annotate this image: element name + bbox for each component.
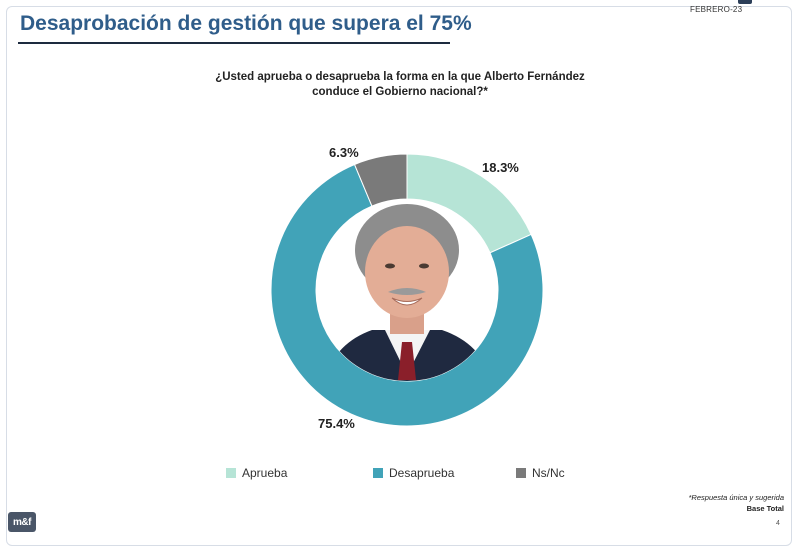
legend-swatch [516, 468, 526, 478]
footnote-line-1: *Respuesta única y sugerida [688, 493, 784, 502]
footnote: *Respuesta única y sugerida Base Total [689, 492, 784, 514]
date-tab [738, 0, 752, 4]
page-title: Desaprobación de gestión que supera el 7… [20, 12, 472, 35]
legend-label: Ns/Nc [532, 466, 565, 480]
footnote-line-2: Base Total [746, 504, 784, 513]
legend-label: Desaprueba [389, 466, 455, 480]
legend-swatch [226, 468, 236, 478]
page-number: 4 [776, 520, 780, 527]
donut-slices [270, 153, 544, 427]
legend-swatch [373, 468, 383, 478]
data-label-desaprueba: 75.4% [318, 416, 355, 431]
legend-item-nsnc: Ns/Nc [516, 466, 565, 480]
legend-label: Aprueba [242, 466, 288, 480]
question-line-1: ¿Usted aprueba o desaprueba la forma en … [215, 71, 585, 83]
brand-logo: m&f [8, 512, 36, 532]
legend-item-desaprueba: Desaprueba [373, 466, 454, 480]
chart-legend: Aprueba Desaprueba Ns/Nc [0, 466, 800, 486]
donut-chart [270, 153, 544, 427]
title-underline [18, 42, 450, 44]
question-line-2: conduce el Gobierno nacional?* [312, 86, 488, 98]
legend-item-aprueba: Aprueba [226, 466, 287, 480]
data-label-aprueba: 18.3% [482, 160, 519, 175]
survey-question: ¿Usted aprueba o desaprueba la forma en … [180, 70, 620, 100]
date-label: FEBRERO-23 [690, 5, 743, 14]
data-label-nsnc: 6.3% [329, 145, 359, 160]
